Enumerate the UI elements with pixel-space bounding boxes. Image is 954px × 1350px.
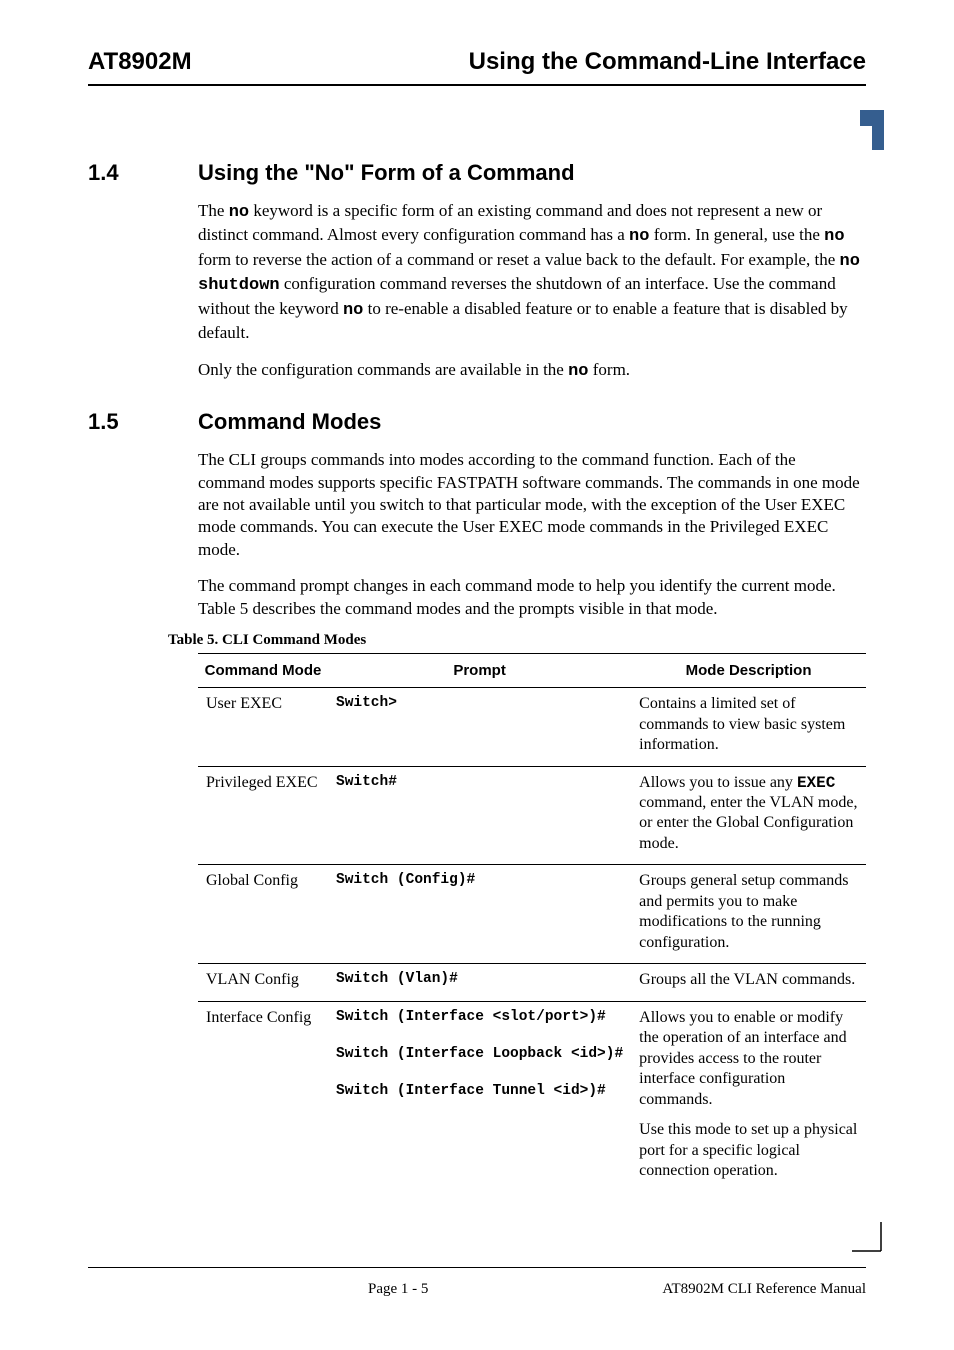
table-row: Interface Config Switch (Interface <slot… [198, 1001, 866, 1191]
corner-decor-icon [836, 110, 884, 150]
table-row: Privileged EXEC Switch# Allows you to is… [198, 766, 866, 865]
footer-manual-name: AT8902M CLI Reference Manual [662, 1281, 866, 1298]
section-1-5-title: Command Modes [198, 409, 381, 435]
cli-command-modes-table: Command Mode Prompt Mode Description Use… [198, 653, 866, 1191]
table-row: VLAN Config Switch (Vlan)# Groups all th… [198, 964, 866, 1001]
table-header-desc: Mode Description [631, 654, 866, 688]
section-1-4-title: Using the "No" Form of a Command [198, 160, 575, 186]
section-1-5-para-1: The CLI groups commands into modes accor… [198, 449, 866, 561]
table-row: User EXEC Switch> Contains a limited set… [198, 688, 866, 766]
header-right: Using the Command-Line Interface [469, 48, 866, 76]
table-5-caption: Table 5. CLI Command Modes [168, 632, 866, 649]
section-1-5-para-2: The command prompt changes in each comma… [198, 575, 866, 620]
header-rule [88, 84, 866, 86]
section-1-4-para-2: Only the configuration commands are avai… [198, 359, 866, 383]
footer-rule [88, 1267, 866, 1268]
table-header-mode: Command Mode [198, 654, 328, 688]
section-1-4-number: 1.4 [88, 160, 198, 186]
table-row: Global Config Switch (Config)# Groups ge… [198, 865, 866, 964]
footer-page-number: Page 1 - 5 [368, 1281, 428, 1298]
table-header-prompt: Prompt [328, 654, 631, 688]
footer-corner-icon [852, 1222, 882, 1252]
section-1-4-para-1: The no keyword is a specific form of an … [198, 200, 866, 345]
section-1-5-number: 1.5 [88, 409, 198, 435]
page-footer: Page 1 - 5 AT8902M CLI Reference Manual [88, 1281, 866, 1298]
header-left: AT8902M [88, 48, 192, 76]
